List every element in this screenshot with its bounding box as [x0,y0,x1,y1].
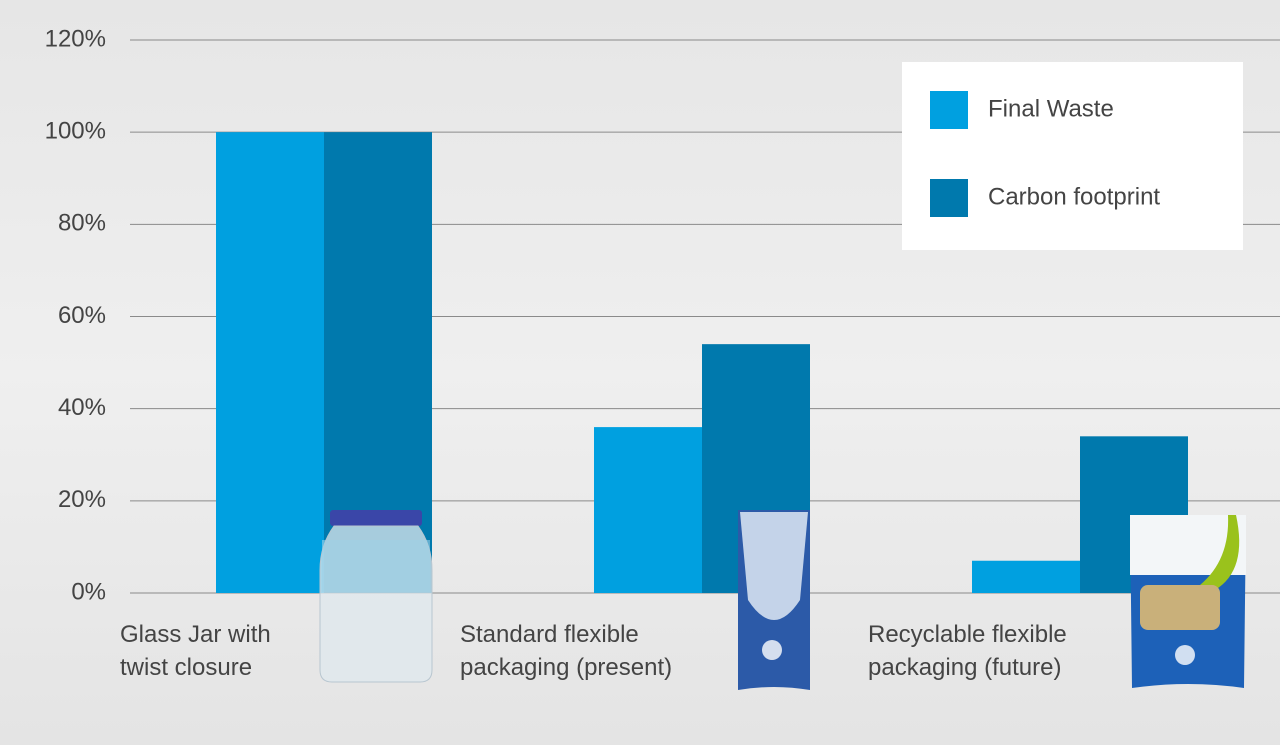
pouch-stripe [1200,515,1240,590]
legend-swatch [930,179,968,217]
pouch-logo [1175,645,1195,665]
legend-label: Final Waste [988,95,1114,122]
x-tick-label: Glass Jar with twist closure [120,621,271,681]
y-tick-label: 60% [58,302,106,329]
y-tick-label: 20% [58,486,106,513]
y-tick-label: 100% [45,118,106,145]
glass-jar-picture [319,510,433,683]
standard-pouch-picture [738,510,810,690]
x-tick-label: Standard flexible packaging (present) [460,621,673,681]
recyclable-pouch-picture [1130,515,1246,688]
y-tick-label: 80% [58,210,106,237]
bar [972,560,1080,593]
jar-tint [322,540,430,592]
legend-box [902,62,1243,250]
legend: Final Waste Carbon footprint [902,62,1243,250]
legend-swatch [930,91,968,129]
legend-label: Carbon footprint [988,183,1160,210]
x-tick-label: Recyclable flexible packaging (future) [868,621,1067,681]
y-tick-label: 0% [71,578,106,605]
y-tick-label: 40% [58,394,106,421]
pouch-logo [762,640,782,660]
pouch-top [1130,515,1246,575]
bar [216,132,324,593]
pouch-window [1140,585,1220,630]
jar-lid [330,510,422,526]
y-tick-label: 120% [45,25,106,52]
bar [594,427,702,593]
pouch-shine [740,512,808,620]
